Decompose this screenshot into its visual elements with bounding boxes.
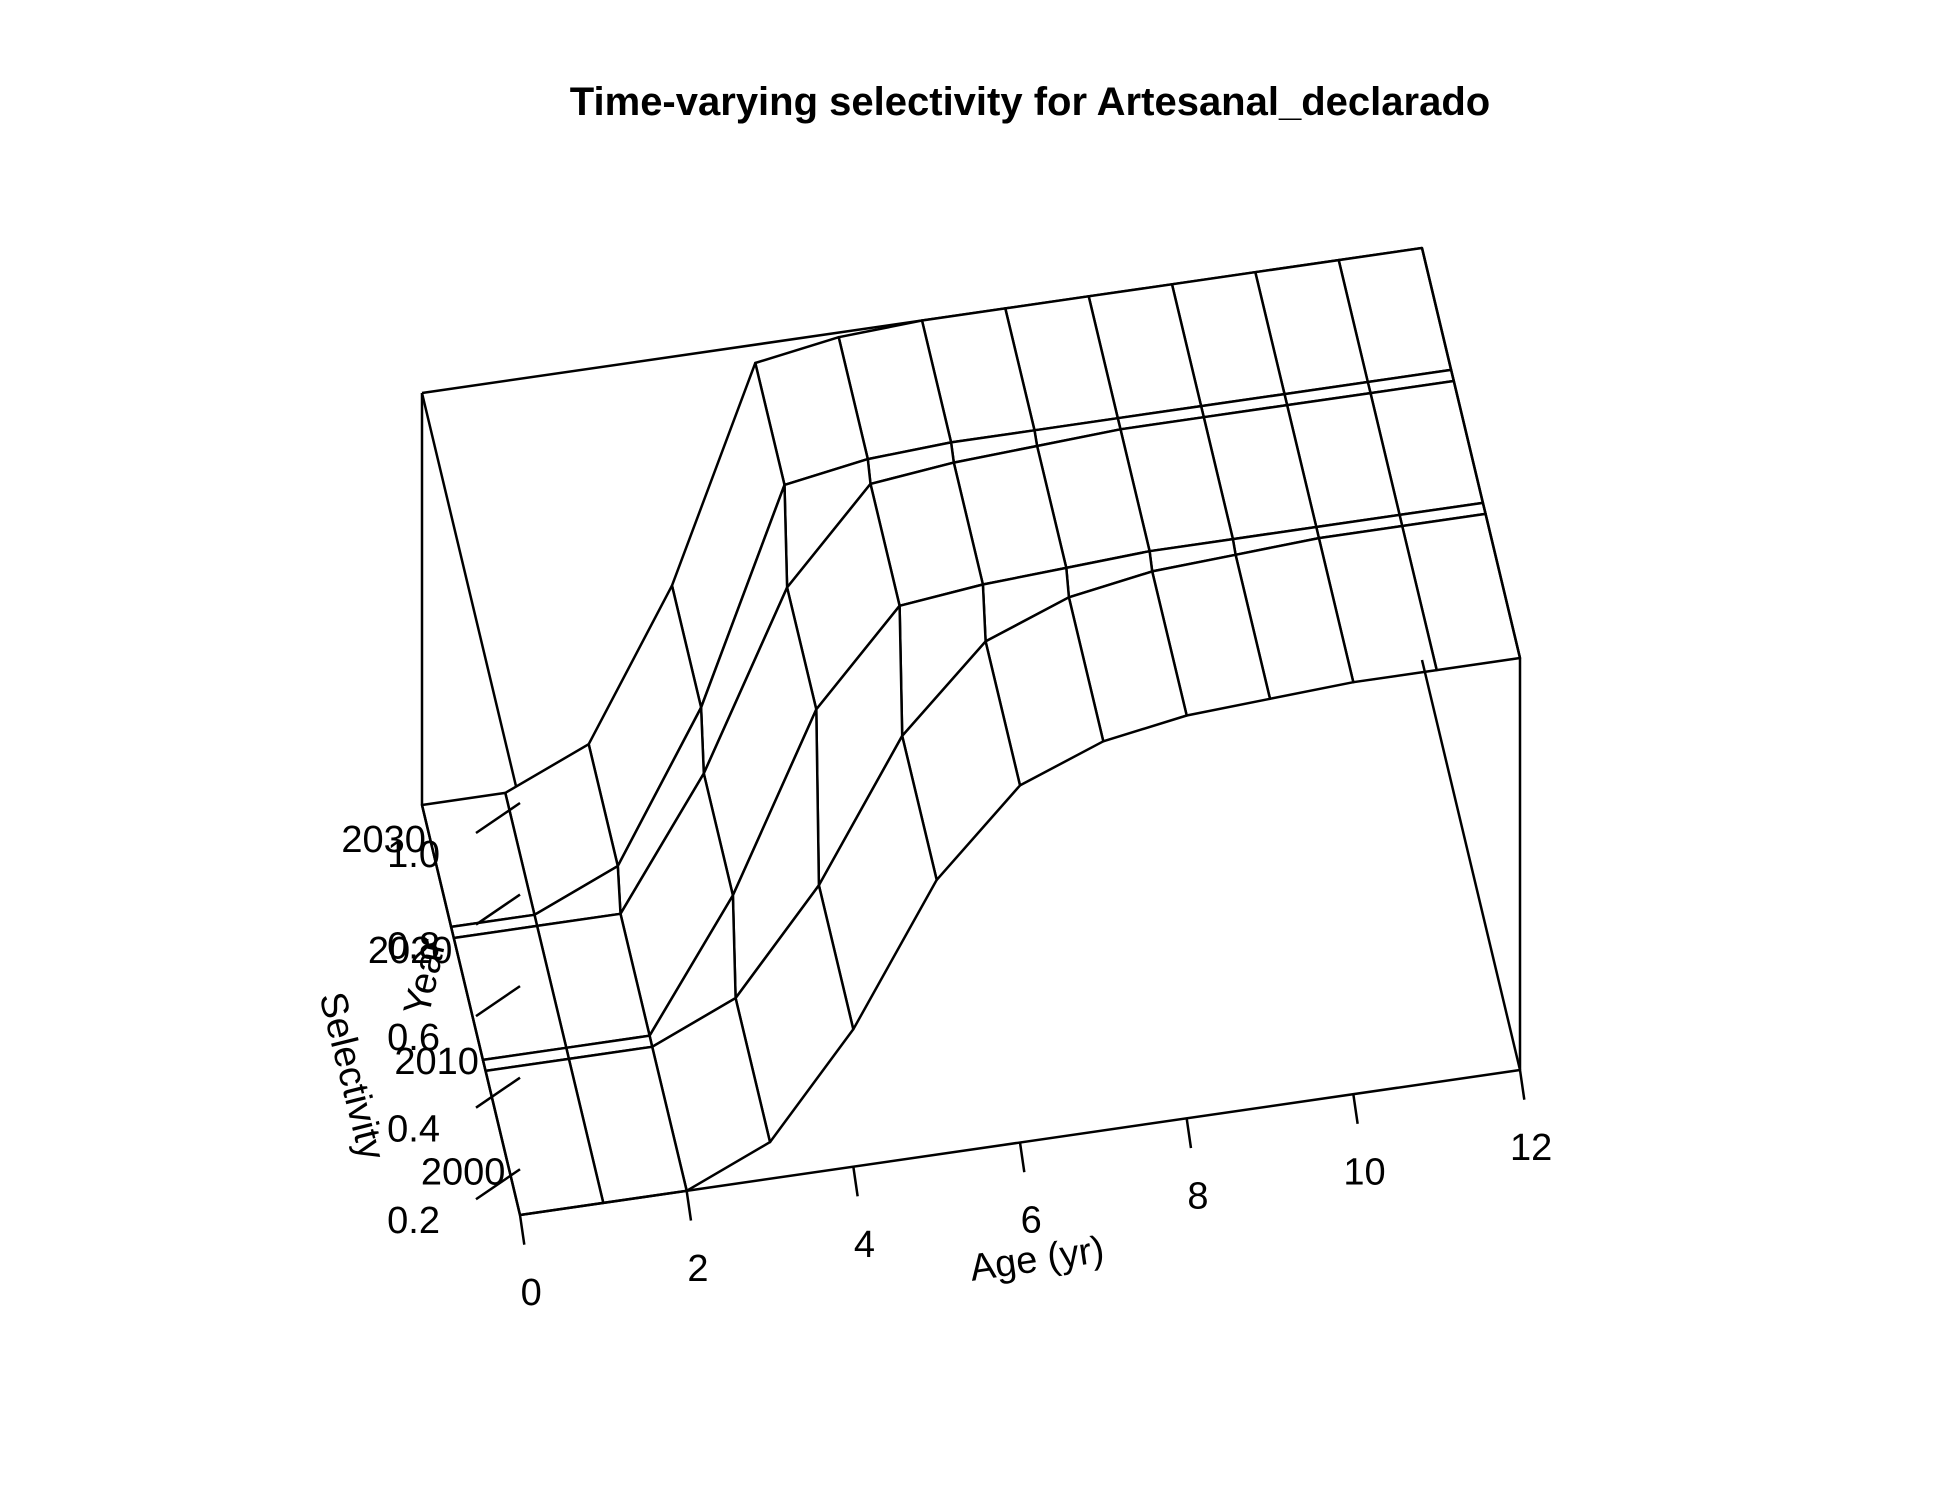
z-axis-label: Selectivity xyxy=(311,988,393,1164)
z-tick-label: 0.6 xyxy=(387,1017,440,1059)
x-tick-12 xyxy=(1518,1069,1526,1100)
x-tick-10 xyxy=(1352,1093,1359,1125)
z-tick-0.8 xyxy=(475,893,521,926)
x-axis-label: Age (yr) xyxy=(967,1229,1107,1290)
z-tick-label: 1.0 xyxy=(387,834,440,876)
x-tick-label: 12 xyxy=(1510,1127,1552,1169)
y-tick-label: 2000 xyxy=(421,1152,506,1194)
z-tick-0.6 xyxy=(475,985,521,1018)
x-tick-label: 8 xyxy=(1187,1176,1208,1218)
box-edge-bottom-left xyxy=(420,804,522,1216)
y-tick-label: 2010 xyxy=(394,1041,479,1083)
z-tick-0.4 xyxy=(475,1076,521,1109)
chart-title: Time-varying selectivity for Artesanal_d… xyxy=(570,80,1490,124)
x-tick-8 xyxy=(1185,1118,1193,1149)
z-tick-0.2 xyxy=(475,1168,521,1201)
y-tick-label: 2020 xyxy=(368,930,453,972)
x-tick-0 xyxy=(518,1214,526,1245)
x-tick-2 xyxy=(685,1190,693,1221)
x-tick-label: 10 xyxy=(1343,1151,1385,1193)
surface-mesh xyxy=(420,246,1522,1217)
z-tick-1.0 xyxy=(475,801,521,835)
x-tick-label: 0 xyxy=(521,1272,542,1314)
box-edge-right-top xyxy=(1420,247,1522,659)
z-tick-label: 0.2 xyxy=(387,1200,440,1242)
y-tick-label: 2030 xyxy=(341,819,426,861)
x-tick-6 xyxy=(1018,1142,1026,1173)
x-tick-label: 4 xyxy=(854,1224,875,1266)
box-edge-bottom-right xyxy=(1420,659,1522,1071)
x-tick-label: 2 xyxy=(687,1248,708,1290)
z-tick-label: 0.8 xyxy=(387,926,440,968)
x-tick-label: 6 xyxy=(1021,1200,1042,1242)
x-tick-4 xyxy=(852,1166,859,1197)
box-edge-left-top xyxy=(420,392,522,804)
z-tick-label: 0.4 xyxy=(387,1109,440,1151)
